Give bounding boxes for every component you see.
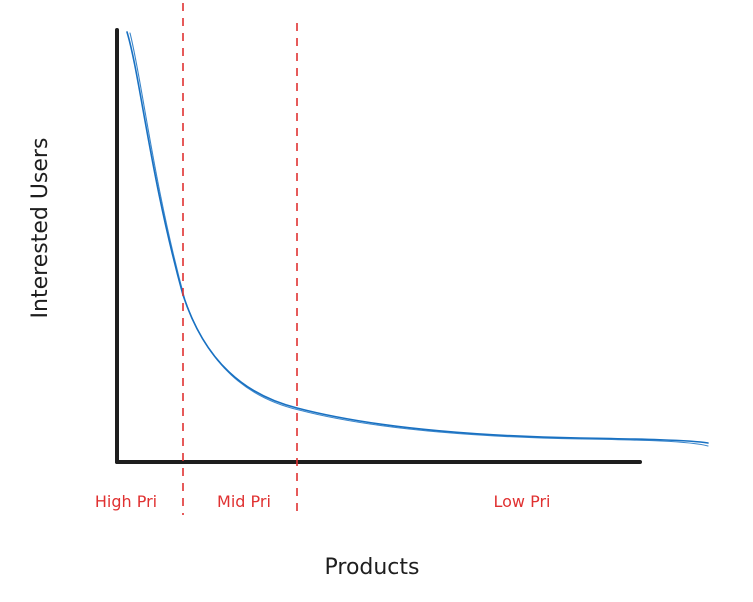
zone-label-high: High Pri [95,492,157,511]
demand-curve [126,31,709,444]
zone-label-mid: Mid Pri [217,492,271,511]
demand-curve-sketch-stroke [129,32,709,447]
x-axis-label: Products [325,555,420,580]
y-axis-label: Interested Users [28,138,53,319]
zone-label-low: Low Pri [494,492,551,511]
